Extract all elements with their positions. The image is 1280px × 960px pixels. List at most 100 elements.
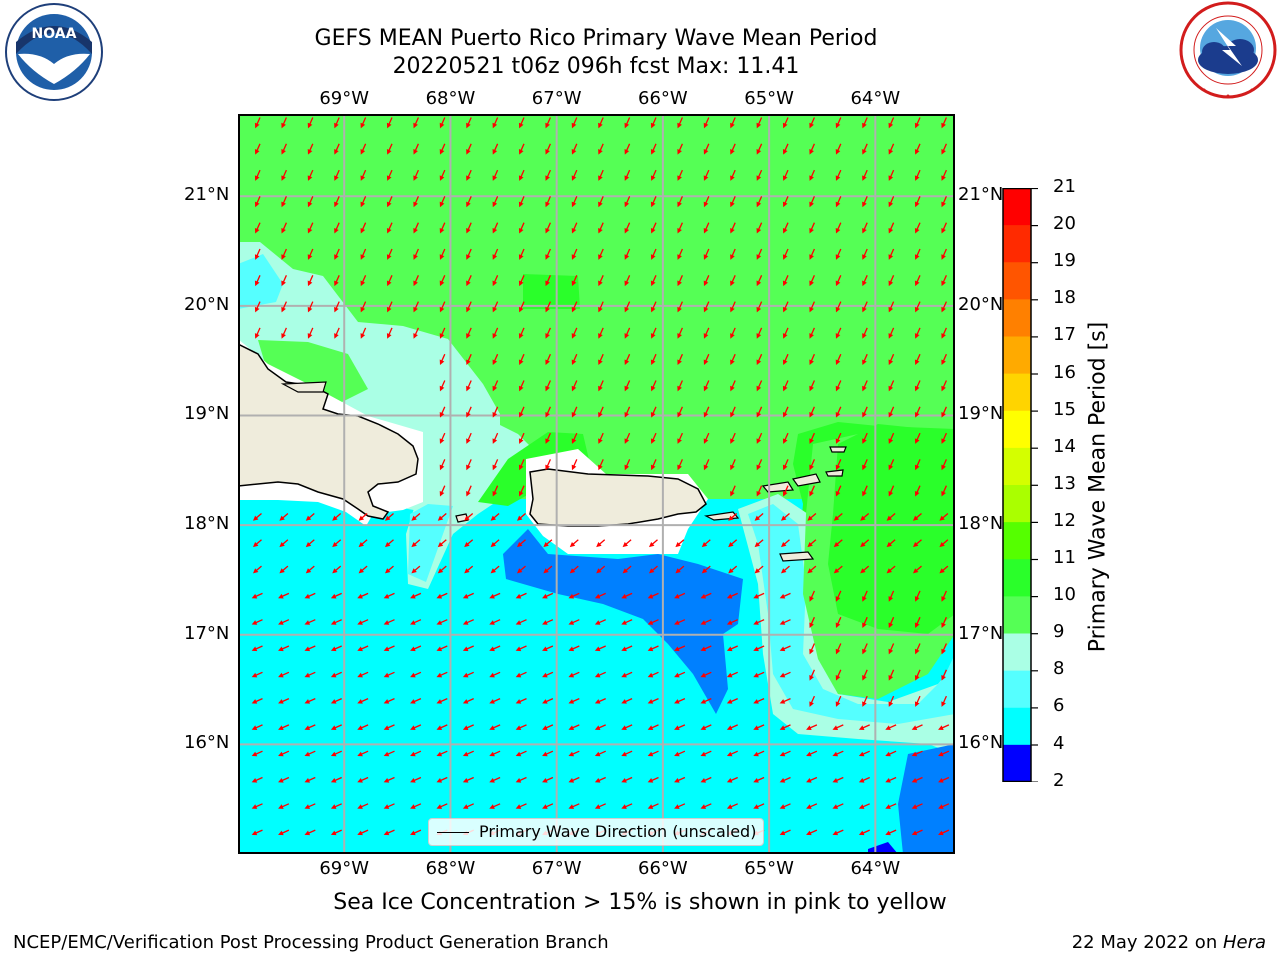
wave-direction-arrow [410, 724, 422, 730]
wave-direction-arrow [650, 327, 657, 339]
wave-direction-arrow [914, 695, 921, 707]
wave-direction-arrow [568, 619, 580, 625]
wave-direction-arrow [888, 169, 895, 181]
wave-direction-arrow [941, 432, 947, 444]
wave-direction-arrow [358, 539, 368, 548]
wave-direction-arrow [357, 803, 369, 809]
wave-direction-arrow [703, 248, 710, 260]
wave-direction-arrow [914, 669, 921, 681]
wave-direction-arrow [594, 671, 606, 678]
wave-direction-arrow [357, 776, 369, 783]
wave-direction-arrow [624, 327, 631, 339]
wave-direction-arrow [703, 143, 710, 155]
wave-direction-arrow [835, 353, 842, 366]
wave-direction-arrow [332, 565, 342, 574]
wave-direction-arrow [888, 117, 895, 129]
x-tick-label-bottom: 68°W [425, 858, 476, 879]
wave-direction-arrow [835, 406, 842, 418]
wave-direction-arrow [833, 565, 843, 574]
wave-direction-arrow [835, 327, 842, 339]
wave-direction-arrow [307, 301, 314, 313]
wave-direction-arrow [779, 724, 791, 730]
colorbar-segment [1003, 225, 1031, 263]
wave-direction-arrow [594, 698, 606, 704]
wave-direction-arrow [466, 196, 472, 208]
footer-host: Hera [1222, 932, 1266, 953]
chart-title: GEFS MEAN Puerto Rico Primary Wave Mean … [314, 26, 878, 51]
land-tortuga [280, 381, 327, 393]
wave-direction-arrow [621, 724, 633, 730]
wave-direction-arrow [542, 619, 554, 625]
wave-direction-arrow [439, 248, 446, 260]
wave-direction-arrow [542, 750, 554, 757]
wave-direction-arrow [515, 750, 527, 757]
wave-direction-arrow [410, 671, 422, 678]
wave-direction-arrow [489, 671, 501, 678]
wave-direction-arrow [835, 695, 842, 707]
wave-direction-arrow [835, 222, 842, 234]
y-tick-label-right: 21°N [958, 184, 1004, 206]
wave-direction-arrow [941, 616, 947, 629]
wave-direction-arrow [598, 196, 604, 208]
contour-mona-cyan [408, 504, 453, 582]
wave-direction-arrow [281, 248, 287, 260]
wave-direction-arrow [782, 353, 789, 366]
y-tick-label-left: 16°N [184, 732, 230, 754]
legend-label: Primary Wave Direction (unscaled) [479, 822, 757, 841]
wave-direction-arrow [515, 698, 527, 704]
wave-direction-arrow [914, 590, 921, 602]
wave-direction-arrow [835, 380, 842, 392]
wave-direction-arrow [413, 143, 419, 155]
wave-direction-arrow [703, 222, 710, 234]
wave-direction-arrow [518, 275, 525, 287]
y-tick-label-left: 18°N [184, 513, 230, 535]
wave-direction-arrow [914, 169, 921, 181]
wave-direction-arrow [753, 724, 765, 730]
wave-direction-arrow [730, 380, 736, 392]
wave-direction-arrow [357, 645, 369, 652]
wave-direction-arrow [888, 643, 895, 655]
wave-direction-arrow [436, 592, 448, 599]
wave-direction-arrow [753, 776, 765, 783]
wave-direction-arrow [624, 380, 631, 392]
wave-direction-arrow [809, 301, 815, 313]
wave-direction-arrow [938, 776, 950, 783]
wave-direction-arrow [518, 143, 525, 155]
wave-direction-arrow [330, 750, 342, 757]
wave-direction-arrow [835, 275, 842, 287]
wave-direction-arrow [809, 669, 815, 681]
wave-direction-arrow [650, 248, 657, 260]
wave-direction-arrow [911, 829, 923, 836]
wave-direction-arrow [941, 380, 947, 392]
wave-direction-arrow [251, 698, 263, 704]
wave-direction-arrow [756, 248, 763, 260]
wave-direction-arrow [938, 829, 950, 836]
wave-direction-arrow [779, 803, 791, 809]
wave-direction-arrow [386, 196, 393, 208]
colorbar-tick-label: 12 [1053, 509, 1076, 531]
wave-direction-arrow [806, 776, 818, 783]
contour-green-pocket [258, 340, 368, 404]
wave-direction-arrow [914, 459, 921, 471]
wave-direction-arrow [888, 380, 895, 392]
wave-direction-arrow [835, 248, 842, 260]
wave-direction-arrow [941, 196, 947, 208]
wave-direction-arrow [624, 432, 631, 444]
wave-direction-arrow [279, 513, 289, 521]
wave-direction-arrow [439, 196, 446, 208]
wave-direction-arrow [888, 248, 895, 260]
wave-direction-arrow [756, 327, 763, 339]
wave-direction-arrow [806, 829, 818, 836]
wave-direction-arrow [545, 196, 551, 208]
wave-direction-arrow [835, 459, 842, 471]
wave-direction-arrow [571, 353, 578, 366]
noaa-logo-icon: NOAA [5, 3, 103, 101]
wave-direction-arrow [835, 616, 842, 629]
wave-direction-arrow [832, 750, 844, 757]
wave-direction-arrow [439, 327, 446, 339]
wave-direction-arrow [598, 117, 604, 129]
wave-direction-arrow [489, 592, 501, 599]
wave-direction-arrow [492, 327, 499, 339]
wave-direction-arrow [647, 776, 659, 783]
wave-direction-arrow [279, 539, 289, 548]
